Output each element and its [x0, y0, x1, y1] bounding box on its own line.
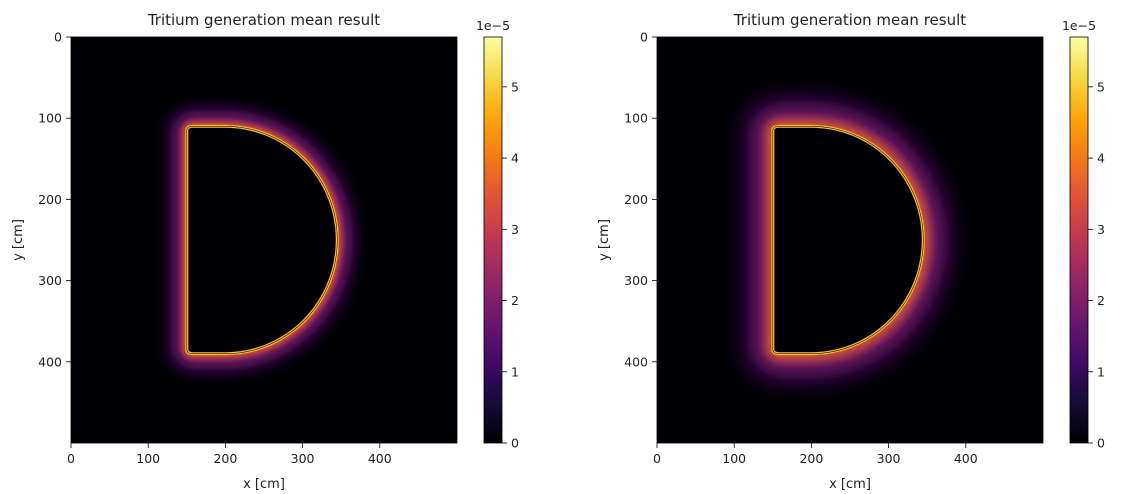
plot-frame [70, 36, 458, 444]
colorbar-multiplier: 1e−5 [1062, 18, 1096, 33]
colorbar-tick-label: 0 [511, 436, 519, 451]
chart-title: Tritium generation mean result [147, 11, 380, 29]
shape-interior [186, 126, 338, 354]
x-tick-label: 0 [653, 451, 661, 466]
plot-frame [656, 36, 1044, 444]
colorbar-tick-label: 1 [511, 364, 519, 379]
heatmap-field [168, 107, 356, 373]
x-tick-label: 300 [291, 451, 315, 466]
y-tick-label: 400 [624, 354, 648, 369]
y-tick-label: 300 [624, 273, 648, 288]
colorbar-tick-label: 5 [1097, 79, 1105, 94]
y-tick-label: 200 [624, 192, 648, 207]
colorbar-tick-label: 4 [511, 151, 519, 166]
y-tick-label: 200 [38, 192, 62, 207]
colorbar-tick-label: 1 [1097, 364, 1105, 379]
x-axis-label: x [cm] [243, 477, 285, 492]
heatmap-figure-left: Tritium generation mean result 0 100 200 300… [11, 11, 519, 492]
x-tick-label: 200 [799, 451, 823, 466]
y-tick-label: 0 [640, 30, 648, 45]
heatmap-field [743, 97, 953, 383]
y-tick-label: 300 [38, 273, 62, 288]
colorbar-tick-label: 3 [511, 222, 519, 237]
x-axis-label: x [cm] [829, 477, 871, 492]
colorbar-tick-label: 2 [511, 293, 519, 308]
x-tick-label: 100 [722, 451, 746, 466]
colorbar-tick-label: 3 [1097, 222, 1105, 237]
colorbar [1069, 36, 1089, 444]
peak-rim-gap [772, 126, 924, 354]
colorbar-multiplier: 1e−5 [476, 18, 510, 33]
colorbar-tick-label: 5 [511, 79, 519, 94]
x-tick-label: 400 [368, 451, 392, 466]
x-tick-label: 200 [213, 451, 237, 466]
y-axis-label: y [cm] [597, 219, 612, 261]
colorbar-tick-label: 0 [1097, 436, 1105, 451]
colorbar-tick-label: 2 [1097, 293, 1105, 308]
y-axis-label: y [cm] [11, 219, 26, 261]
y-tick-label: 100 [38, 111, 62, 126]
x-tick-label: 400 [954, 451, 978, 466]
colorbar-tick-label: 4 [1097, 151, 1105, 166]
colorbar [483, 36, 503, 444]
y-tick-label: 400 [38, 354, 62, 369]
y-tick-label: 0 [54, 30, 62, 45]
shape-interior [772, 126, 924, 354]
chart-title: Tritium generation mean result [733, 11, 966, 29]
x-tick-label: 0 [67, 451, 75, 466]
peak-rim-gap [186, 126, 338, 354]
x-tick-label: 300 [877, 451, 901, 466]
x-tick-label: 100 [136, 451, 160, 466]
y-tick-label: 100 [624, 111, 648, 126]
heatmap-figure-right: Tritium generation mean result 0 100 200 300… [586, 0, 1136, 494]
